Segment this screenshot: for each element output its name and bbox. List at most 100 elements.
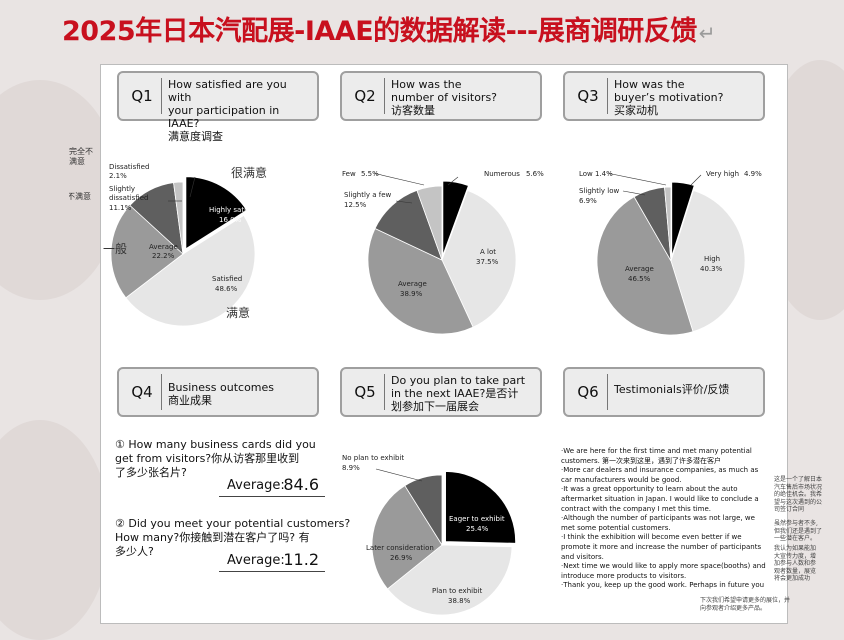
leader-line [375,468,423,482]
q2-number: Q2 [354,87,376,105]
pie-slice-satisfied [125,214,256,327]
survey-panel: Q1 How satisfied are you with your parti… [69,64,788,624]
average-value: 11.2 [283,550,319,569]
q3-header: Q3 How was the buyer’s motivation? 买家动机 [563,71,765,121]
divider [161,78,162,114]
potential-customers-average: Average: 11.2 [219,549,325,572]
leader-line [189,176,196,198]
side-note-line: 加参与人数和参 [774,560,817,568]
q5-text: Do you plan to take part in the next IAA… [391,374,536,413]
pie-slice-numerous [442,180,469,256]
q4-line: 商业成果 [168,394,212,407]
q2-slices [367,180,517,335]
pie-slice-dissatisfied [173,181,184,255]
q4-text: Business outcomes 商业成果 [168,381,313,407]
potential-customers-question: ② Did you meet your potential customers?… [115,517,351,559]
side-note-line: 虽然参与者不多, [774,520,818,527]
eager-pct: 25.4% [466,525,489,533]
slightly-few-label: Slightly a few [344,191,392,199]
q1-header: Q1 How satisfied are you with your parti… [117,71,319,143]
pie-slice-average [596,196,694,336]
plan-label: Plan to exhibit [432,587,482,595]
satisfied-label: Satisfied [212,275,242,283]
very-high-label: Very high [706,170,739,178]
pie-slice-low [664,186,672,262]
q3-slices [596,181,746,336]
no-plan-label: No plan to exhibit [342,454,404,462]
cn-highly-label: 很满意 [231,165,267,180]
testimonial-line: ·More car dealers and insurance companie… [561,466,759,475]
side-note-line: 一些潜在客户。 [774,535,817,543]
average-label: Average [625,265,654,273]
divider [607,78,608,114]
q2-header: Q2 How was the number of visitors? 访客数量 [340,71,542,121]
side-note-line: 汽车售后市场状况 [774,483,823,491]
q4-number: Q4 [131,383,153,401]
q3-number: Q3 [577,87,599,105]
q3-pie-chart: Low 1.4% Very high 4.9% Slightly low 6.9… [579,170,762,336]
cn-slightly-label: 有点不满意 [69,191,91,201]
side-note-line: 下次我们希望申请更多的展位，并 [700,597,791,604]
average-label: Average: [227,478,285,493]
side-note-line: 将会更加成功 [774,575,811,583]
low-pct: 1.4% [595,170,613,178]
side-note-line: 观者数量，展览 [774,567,817,575]
q3-line: 买家动机 [614,104,658,117]
side-note: 虽然参与者不多, 但我们还是遇到了 一些潜在客户。 [774,520,842,543]
testimonial-line: aftermarket situation in Japan. I would … [561,494,759,503]
q6-line: Testimonials评价/反馈 [614,383,730,396]
later-pct: 26.9% [390,554,413,562]
q2-line: How was the [391,78,462,91]
pie-slice-average [110,204,184,299]
pie-slice-eager-to-exhibit [445,471,516,544]
slightly-label: Slightly [109,185,135,193]
eager-label: Eager to exhibit [449,515,505,523]
very-high-pct: 4.9% [744,170,762,178]
average-pct: 22.2% [152,252,175,260]
q6-number: Q6 [577,383,599,401]
q6-text: Testimonials评价/反馈 [614,383,759,396]
page-title: 2025年日本汽配展-IAAE的数据解读---展商调研反馈 ↵ [62,16,716,47]
later-label: Later consideration [366,544,434,552]
highly-label: Highly satisfied [209,206,263,214]
q1-slices [110,176,256,327]
slightly-pct: 11.1% [109,204,132,212]
q6-header: Q6 Testimonials评价/反馈 [563,367,765,417]
q1-line: How satisfied are you with [168,78,287,104]
q4-line: Business outcomes [168,381,275,394]
testimonial-line: introduce more products to visitors. [561,571,687,580]
highly-pct: 16.0% [219,216,242,224]
no-plan-pct: 8.9% [342,464,360,472]
side-note-line: 司签订合同 [774,506,805,514]
q2-pie-chart: Few 5.5% Numerous 5.6% Slightly a few 12… [342,170,544,335]
q1-number: Q1 [131,87,153,105]
q2-line: number of visitors? [391,91,498,104]
dissatisfied-pct: 2.1% [109,172,127,180]
average-label: Average: [227,553,285,568]
side-note-line: 这是一个了解日本 [774,476,823,483]
average-pct: 38.9% [400,290,423,298]
side-note: 我认为如果能加 大宣传力度，增 加参与人数和参 观者数量，展览 将会更加成功 [774,545,842,583]
q5-line: in the next IAAE?是否计 [391,387,519,400]
few-label: Few [342,170,356,178]
leader-line [447,176,459,186]
high-pct: 40.3% [700,265,723,273]
testimonial-line: car manufacturers would be good. [561,475,682,484]
testimonial-line: ·Thank you, keep up the good work. Perha… [561,581,765,590]
testimonial-line: ·Although the number of participants was… [561,514,755,523]
testimonial-line: and visitors. [561,552,604,561]
q5-slices [371,471,516,616]
leader-line [606,172,667,186]
leader-line [622,190,646,196]
side-note-line: 但我们还是遇到了 [774,527,823,535]
cn-dissatisfied-label: 满意 [69,156,85,166]
q1-pie-chart: 完全不 满意 Dissatisfied 2.1% 有点不满意 Slightly … [69,146,267,327]
pie-slice-slightly-a-few [374,189,443,261]
testimonial-line: ·We are here for the first time and met … [561,447,752,455]
q5-line: 划参加下一届展会 [391,400,479,413]
divider [161,374,162,410]
q1-text: How satisfied are you with your particip… [168,78,313,143]
question-line: 了多少张名片? [115,466,187,479]
return-mark: ↵ [698,21,716,45]
testimonial-line: contract with the company I met this tim… [561,504,711,513]
